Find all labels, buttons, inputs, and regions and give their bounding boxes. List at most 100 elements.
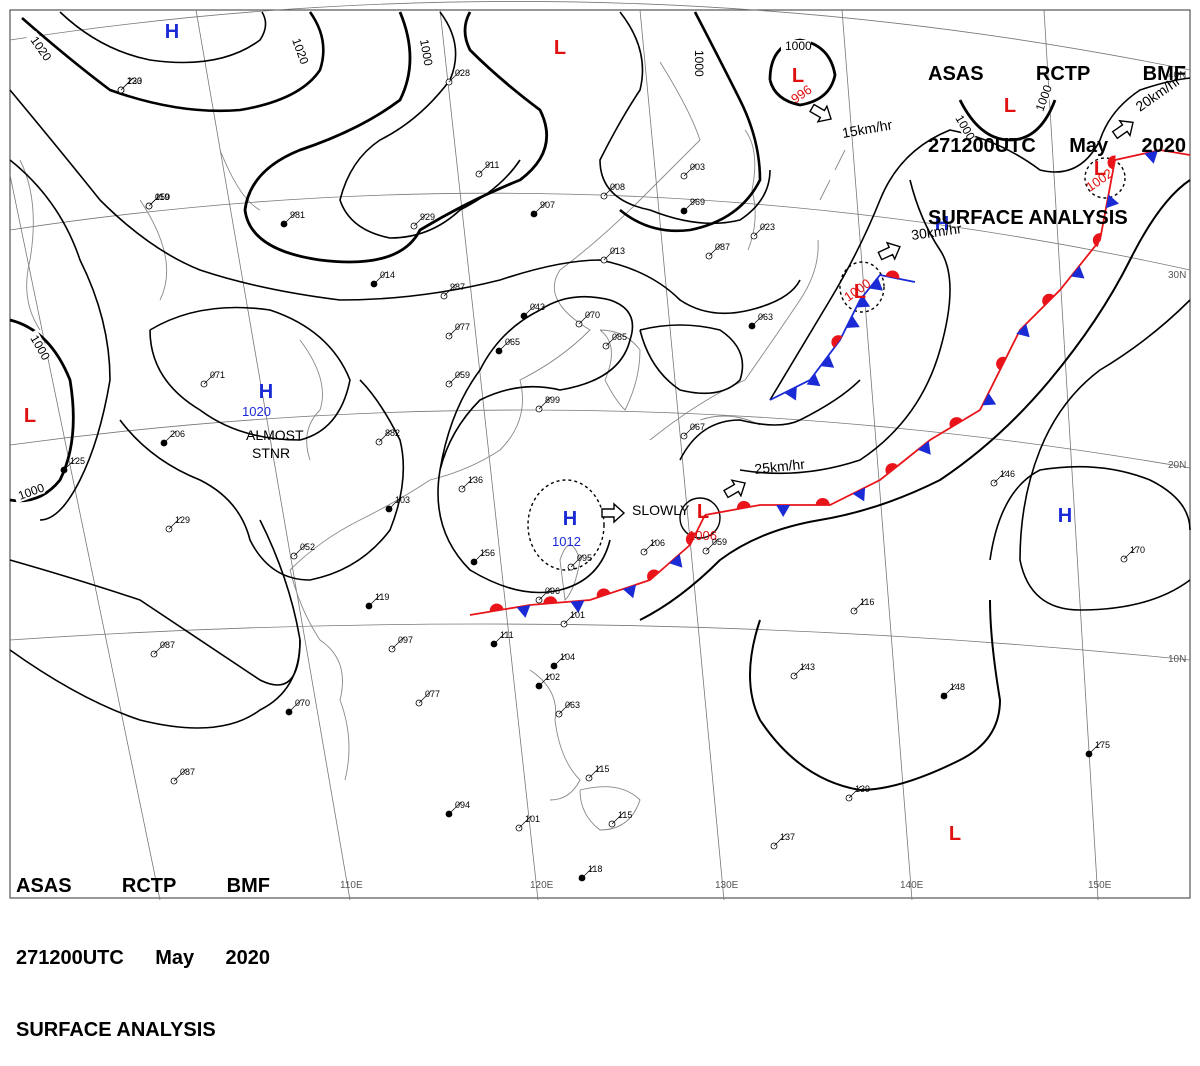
wind-barb — [708, 243, 722, 257]
station-plot: 067 — [680, 422, 705, 440]
station-plot: 137 — [770, 832, 795, 850]
station-pressure: 882 — [385, 428, 400, 438]
station-pressure: 136 — [468, 475, 483, 485]
isobar-west-1000 — [9, 318, 75, 503]
motion-arrow — [723, 479, 746, 499]
station-pressure: 014 — [380, 270, 395, 280]
meridian-110e — [195, 9, 351, 901]
motion-arrows — [601, 103, 1134, 524]
station-plot: 101 — [560, 610, 585, 628]
wind-barb — [603, 247, 617, 261]
station-pressure: 077 — [425, 689, 440, 699]
station-pressure: 156 — [480, 548, 495, 558]
meridian-120e — [439, 9, 539, 901]
cold-front-tooth — [784, 386, 797, 401]
station-plot: 059 — [702, 537, 727, 555]
warm-front-bump — [1107, 155, 1116, 170]
lat-label: 30N — [1168, 270, 1186, 281]
footer-agency: ASAS — [16, 875, 72, 897]
station-pressure: 071 — [210, 370, 225, 380]
wind-barb — [943, 683, 957, 697]
station-pressure: 059 — [455, 370, 470, 380]
low-center: L — [24, 405, 36, 427]
warm-front-bump — [685, 532, 697, 546]
station-plot: 095 — [567, 553, 592, 571]
low-center: L — [792, 65, 804, 87]
warm-front-bump — [543, 596, 558, 604]
station-pressure: 087 — [160, 640, 175, 650]
cold-front-tooth — [570, 600, 585, 614]
wind-barb — [173, 768, 187, 782]
isobar-label-bg — [12, 481, 46, 504]
wind-barb — [120, 77, 134, 91]
station-plot: 014 — [370, 270, 395, 288]
isobar-south-wide — [9, 519, 301, 686]
footer-station: RCTP — [121, 875, 177, 897]
wind-barb — [413, 213, 427, 227]
header-month: May — [1069, 135, 1109, 157]
station-plot: 063 — [748, 312, 773, 330]
station-pressure: 911 — [485, 160, 499, 170]
wind-barb — [605, 333, 619, 347]
low-1000-circle — [839, 261, 885, 313]
wind-barb — [443, 283, 457, 297]
wind-barb — [753, 223, 767, 237]
station-plot: 102 — [535, 672, 560, 690]
station-pressure: 175 — [1095, 740, 1110, 750]
wind-barb — [448, 69, 462, 83]
station-plot: 146 — [990, 469, 1015, 487]
wind-barb — [853, 598, 867, 612]
wind-barb — [581, 865, 595, 879]
isobar-east-long — [639, 179, 1191, 621]
low-1006-circle — [679, 497, 721, 539]
wind-barb — [683, 423, 697, 437]
station-pressure: 097 — [398, 635, 413, 645]
station-pressure: 170 — [1130, 545, 1145, 555]
station-plot: 115 — [608, 810, 632, 828]
wind-barb — [153, 641, 167, 655]
isobar-label: 1000 — [785, 39, 812, 53]
wind-barb — [993, 470, 1007, 484]
station-plot: 063 — [555, 700, 580, 718]
warm-front-bump — [736, 500, 751, 510]
header-title: SURFACE ANALYSIS — [928, 207, 1128, 229]
wind-barb — [203, 371, 217, 385]
warm-front-bump — [949, 417, 963, 428]
header-bottom: ASAS RCTP BMF 271200UTC May 2020 SURFACE… — [16, 826, 270, 1066]
station-pressure: 106 — [650, 538, 665, 548]
coast-kuril — [819, 149, 846, 201]
isobar-upper-left-1020 — [21, 11, 325, 113]
station-pressure: 125 — [70, 456, 85, 466]
meridian-140e — [841, 9, 913, 901]
coast-luzon — [529, 669, 581, 801]
cold-front-tooth — [852, 487, 866, 502]
station-pressure: 050 — [155, 192, 170, 202]
parallel-20n — [9, 409, 1191, 469]
cold-front-tooth — [1070, 265, 1085, 279]
grid-labels: 110E 120E 130E 140E 150E 40N 30N 20N 10N — [340, 70, 1186, 891]
wind-barb — [518, 815, 532, 829]
station-pressure: 143 — [800, 662, 815, 672]
isobar-label-bg — [26, 30, 54, 63]
footer-title: SURFACE ANALYSIS — [16, 1019, 216, 1041]
isobar-label-bg — [781, 40, 811, 52]
motion-label: 25km/hr — [754, 456, 806, 477]
low-center: L — [697, 501, 709, 523]
isobar-high-1020 — [149, 306, 351, 441]
isobar-north-long — [9, 89, 801, 315]
station-pressure: 070 — [585, 310, 600, 320]
station-plot: 059 — [445, 370, 470, 388]
wind-barb — [523, 303, 537, 317]
cold-front-tooth — [917, 441, 931, 455]
isobar-southeast-high — [989, 465, 1191, 561]
warm-front-bump — [647, 569, 660, 582]
wind-barb — [533, 201, 547, 215]
lon-label: 130E — [715, 880, 739, 891]
cold-front-tooth — [1144, 150, 1158, 164]
warm-front-bump — [996, 356, 1007, 371]
station-plot: 115 — [585, 764, 609, 782]
wind-barb — [448, 323, 462, 337]
station-plot: 003 — [680, 162, 705, 180]
cold-front-tooth — [622, 584, 637, 599]
wind-barb — [368, 593, 382, 607]
